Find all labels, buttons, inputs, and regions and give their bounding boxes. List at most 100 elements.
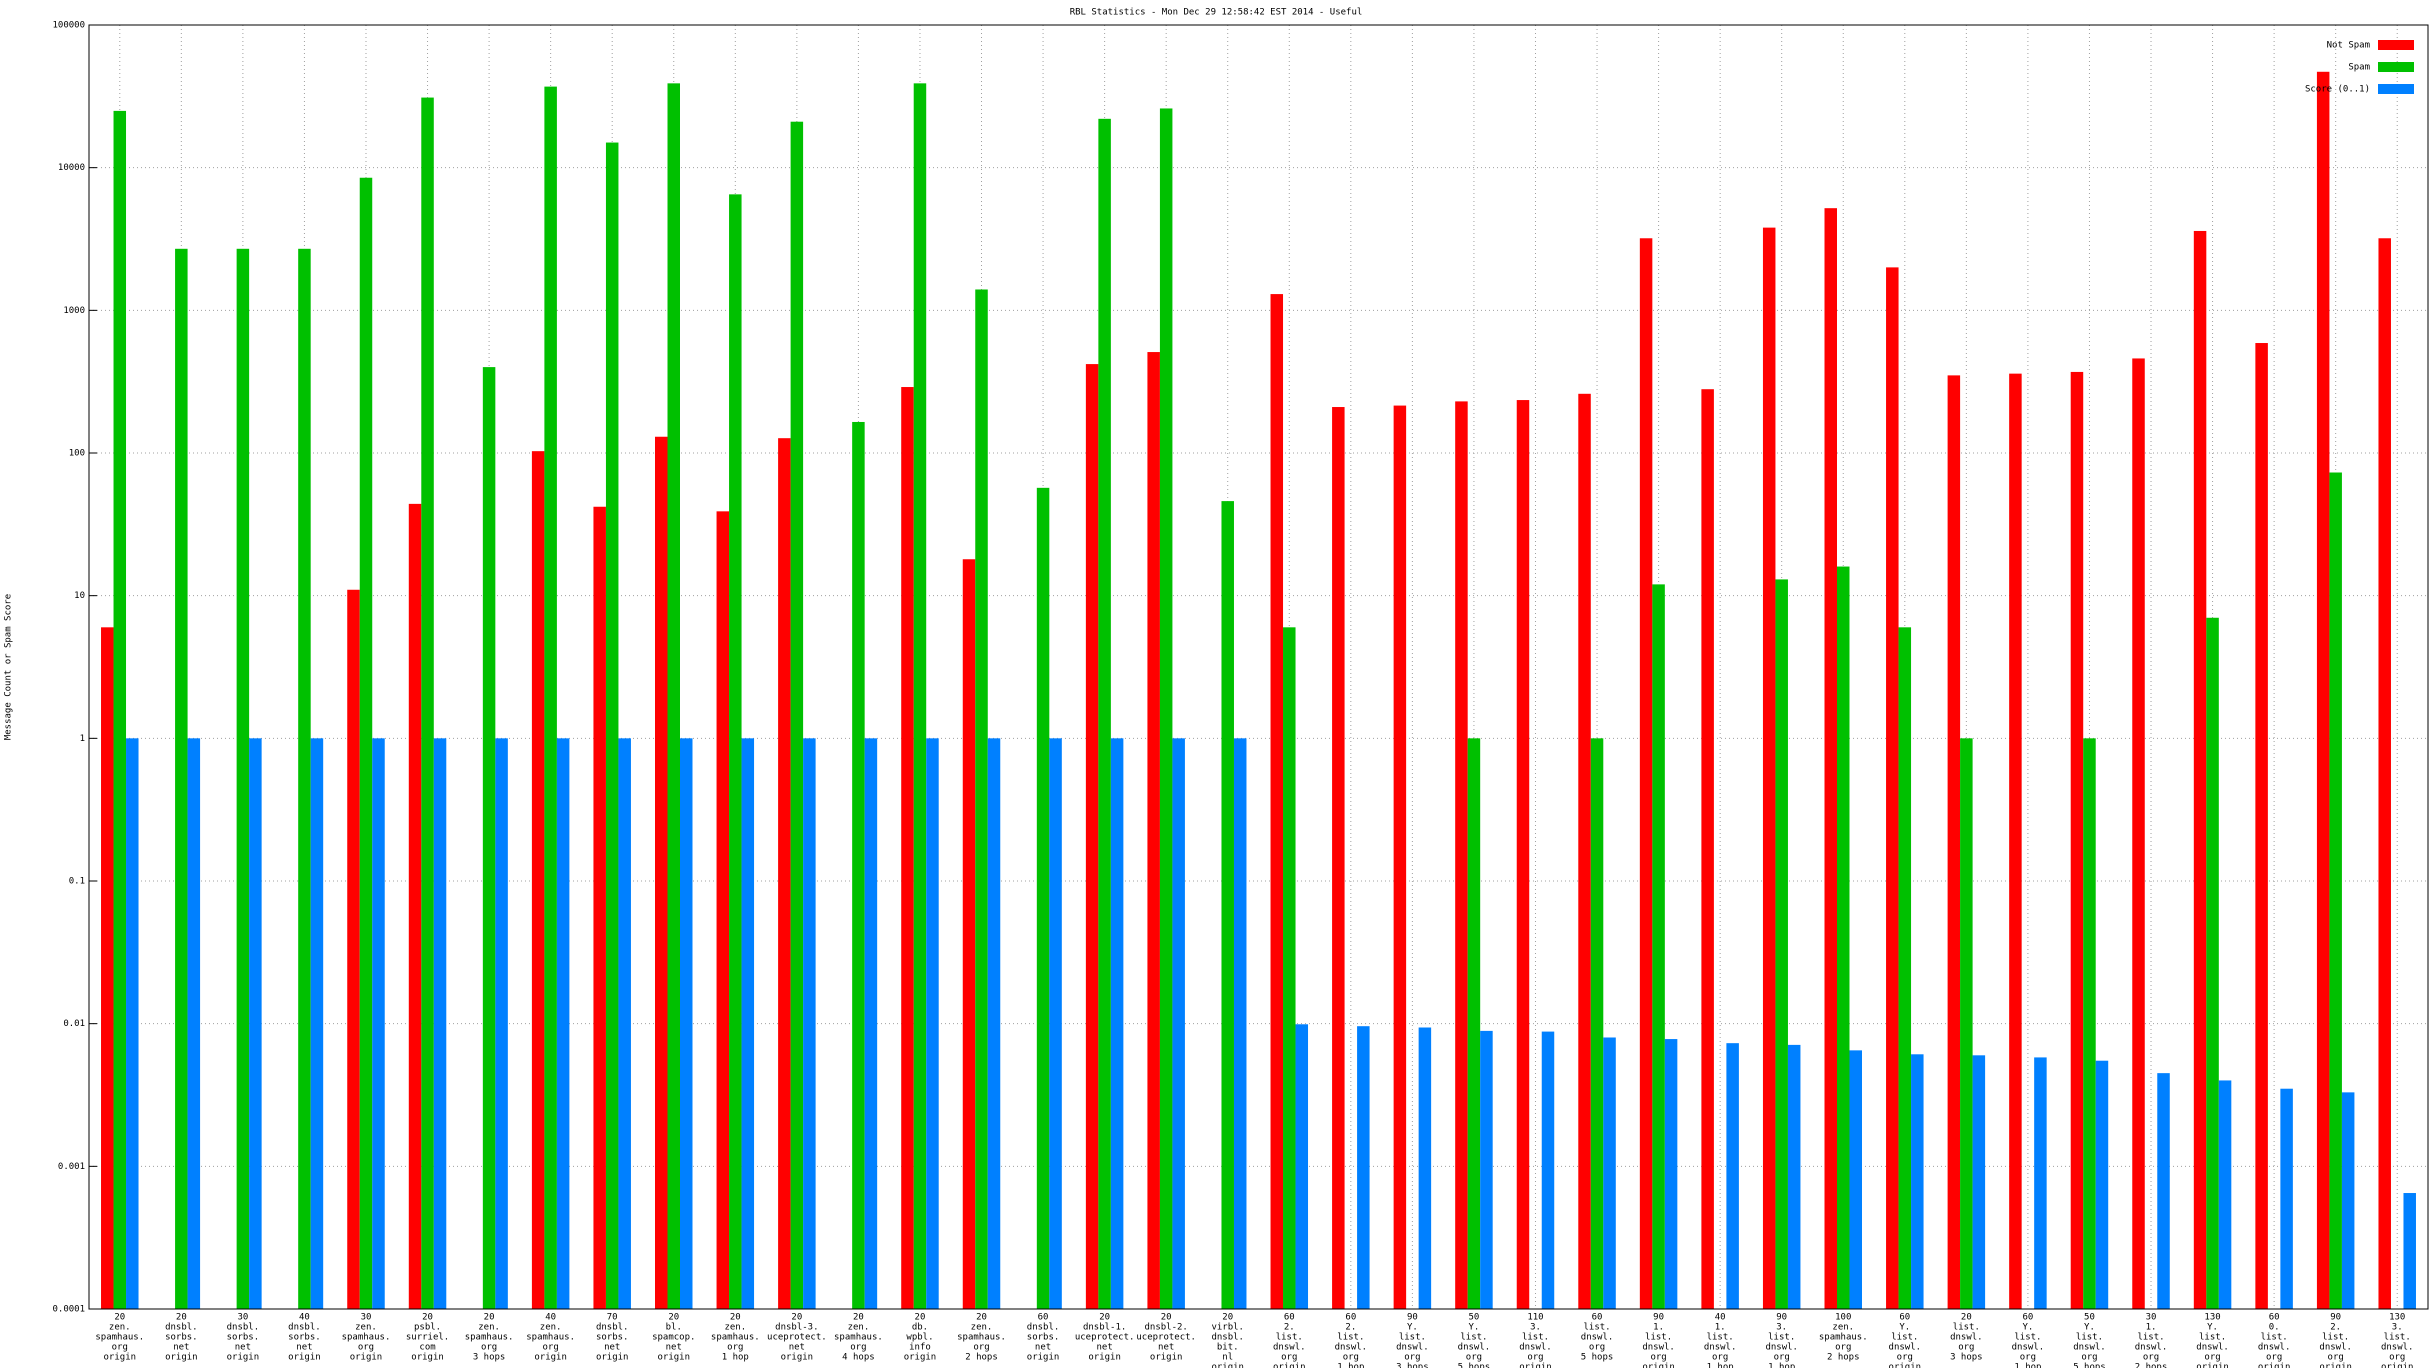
bar [2095,1060,2109,1309]
x-tick-label: origin [411,1353,444,1363]
x-tick-label: bit. [1217,1343,1239,1353]
bar [1960,738,1973,1309]
x-tick-label: list. [1645,1333,1672,1343]
x-tick-label: 0. [2269,1323,2280,1333]
x-tick-label: dnswl. [1519,1343,1552,1353]
bar [2009,373,2022,1310]
bar [1516,400,1530,1309]
x-tick-label: 20 [176,1313,187,1323]
x-tick-label: org [1835,1343,1851,1353]
bar [2157,1073,2170,1309]
x-tick-label: dnswl. [2381,1343,2414,1353]
x-tick-label: org [481,1343,497,1353]
x-tick-label: 90 [1776,1313,1787,1323]
x-tick-label: list. [1768,1333,1795,1343]
x-tick-label: net [789,1343,805,1353]
x-tick-label: Y. [1469,1323,1480,1333]
x-tick-label: 2. [2330,1323,2341,1333]
x-tick-label: 60 [1345,1313,1356,1323]
x-tick-label: sorbs. [596,1333,629,1343]
x-tick-label: 60 [1038,1313,1049,1323]
x-tick-label: 70 [607,1313,618,1323]
bar [2218,1080,2232,1309]
x-tick-label: origin [165,1353,198,1363]
bar [2403,1193,2416,1309]
x-tick-label: list. [1891,1333,1918,1343]
x-tick-label: Y. [2022,1323,2033,1333]
x-tick-label: origin [2319,1363,2352,1368]
x-tick-label: list. [2322,1333,2349,1343]
x-tick-label: 30 [237,1313,248,1323]
x-tick-label: 30 [361,1313,372,1323]
bar [1578,393,1591,1310]
x-tick-label: 40 [1715,1313,1726,1323]
legend-swatch [2378,84,2414,94]
bar [495,738,508,1309]
x-tick-label: org [2143,1353,2159,1363]
bar [2378,238,2391,1310]
x-tick-label: 2. [1345,1323,1356,1333]
x-tick-label: origin [534,1353,567,1363]
bar [1172,738,1185,1309]
x-tick-label: dnswl. [1765,1343,1798,1353]
bar [372,738,385,1309]
bar [962,559,976,1309]
bar [1221,501,1234,1309]
x-tick-label: uceprotect. [1075,1333,1135,1343]
x-tick-label: 20 [976,1313,987,1323]
x-tick-label: dnswl. [2319,1343,2352,1353]
bar [1824,208,1837,1310]
legend-label: Spam [2348,63,2370,73]
x-tick-label: dnswl. [2073,1343,2106,1353]
y-tick-label: 0.1 [69,877,85,887]
bar [741,738,755,1309]
bar [421,97,434,1310]
x-tick-label: net [1096,1343,1112,1353]
x-tick-label: uceprotect. [767,1333,827,1343]
x-tick-label: 3. [1776,1323,1787,1333]
bar [1775,579,1788,1309]
x-tick-label: zen. [1832,1323,1854,1333]
x-tick-label: virbl. [1211,1323,1244,1333]
bar [1049,738,1062,1309]
x-tick-label: org [1958,1343,1974,1353]
bar [2083,738,2096,1309]
x-tick-label: 1. [1715,1323,1726,1333]
bar [1480,1030,1493,1309]
x-tick-label: origin [227,1353,260,1363]
bar [790,121,804,1309]
bar [1085,364,1099,1309]
x-tick-label: dnsbl. [288,1323,321,1333]
x-tick-label: 1 hop [2014,1363,2041,1368]
y-tick-label: 10 [74,591,85,601]
chart-title: RBL Statistics - Mon Dec 29 12:58:42 EST… [1070,8,1363,18]
bar [249,738,262,1309]
bar [1036,487,1050,1310]
x-tick-label: 60 [1899,1313,1910,1323]
x-tick-label: 90 [2330,1313,2341,1323]
y-tick-label: 1000 [63,306,85,316]
bar [1664,1039,1678,1309]
x-tick-label: net [604,1343,620,1353]
x-tick-label: org [1712,1353,1728,1363]
x-tick-label: list. [2137,1333,2164,1343]
x-tick-label: origin [1088,1353,1121,1363]
bar [2193,230,2207,1309]
bar [126,738,139,1309]
x-tick-label: sorbs. [165,1333,198,1343]
x-tick-label: 2 hops [2135,1363,2168,1368]
x-tick-label: dnswl. [1950,1333,1983,1343]
x-tick-label: list. [1707,1333,1734,1343]
x-tick-label: 130 [2389,1313,2405,1323]
x-tick-label: 3. [2392,1323,2403,1333]
x-tick-label: 2 hops [965,1353,998,1363]
x-tick-label: 1. [1653,1323,1664,1333]
x-tick-label: 50 [2084,1313,2095,1323]
x-tick-label: spamhaus. [95,1333,144,1343]
bar [1898,627,1912,1309]
x-tick-label: spamhaus. [957,1333,1006,1343]
x-tick-label: net [1158,1343,1174,1353]
x-tick-label: nl [1222,1353,1233,1363]
bar [408,503,422,1309]
x-tick-label: org [1281,1353,1297,1363]
